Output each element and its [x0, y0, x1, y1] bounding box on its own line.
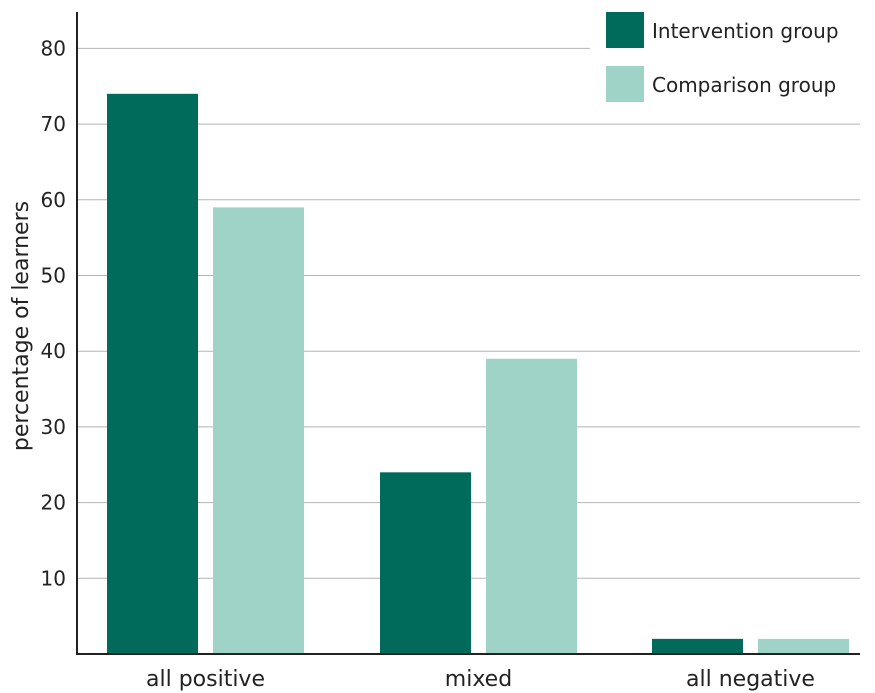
x-category-label: all negative: [686, 667, 815, 692]
bar-intervention-all-negative: [652, 638, 743, 654]
legend-swatch: [606, 12, 644, 48]
y-tick-label: 20: [41, 491, 66, 515]
x-category-label: all positive: [146, 667, 265, 692]
y-tick-label: 50: [41, 264, 66, 288]
bar-comparison-all-negative: [758, 638, 849, 654]
x-category-label: mixed: [445, 667, 512, 692]
bar-comparison-all-positive: [213, 207, 304, 654]
y-tick-label: 40: [41, 339, 66, 363]
y-tick-label: 30: [41, 415, 66, 439]
y-tick-labels: 10 20 30 40 50 60 70 80: [41, 36, 66, 590]
bars: [107, 93, 849, 654]
legend: Intervention group Comparison group: [606, 12, 839, 102]
y-tick-label: 80: [41, 36, 66, 60]
axes: [76, 12, 860, 655]
y-tick-label: 10: [41, 566, 66, 590]
x-category-labels: all positive mixed all negative: [146, 667, 815, 692]
y-tick-label: 70: [41, 112, 66, 136]
bar-comparison-mixed: [486, 358, 577, 654]
bar-intervention-mixed: [380, 472, 471, 654]
bar-intervention-all-positive: [107, 93, 198, 654]
y-axis-label: percentage of learners: [9, 201, 34, 451]
gridlines: [77, 47, 860, 579]
legend-swatch: [606, 66, 644, 102]
y-tick-label: 60: [41, 188, 66, 212]
legend-label: Intervention group: [652, 19, 839, 43]
legend-label: Comparison group: [652, 73, 836, 97]
